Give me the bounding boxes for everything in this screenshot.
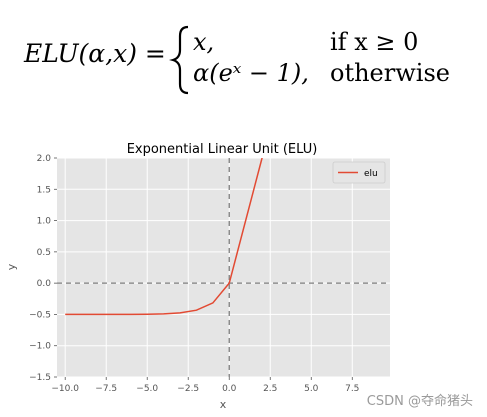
- y-tick-label: −0.5: [29, 310, 51, 320]
- formula-case2-expr: α(eˣ − 1),: [193, 59, 309, 87]
- y-tick-label: 0.0: [37, 279, 52, 289]
- formula-brace: [169, 25, 189, 95]
- x-ticks: −10.0 −7.5 −5.0 −2.5 0.0 2.5 5.0 7.5: [51, 377, 359, 394]
- elu-formula: ELU(α,x) = x, if x ≥ 0 α(eˣ − 1), otherw…: [23, 25, 450, 95]
- y-tick-label: −1.0: [29, 342, 51, 352]
- legend: elu: [332, 161, 386, 184]
- series-line-elu: [65, 158, 263, 316]
- x-tick-label: −7.5: [95, 384, 117, 394]
- y-tick-label: 2.0: [37, 154, 52, 164]
- x-tick-label: 7.5: [345, 384, 359, 394]
- y-ticks: 2.0 1.5 1.0 0.5 0.0 −0.5 −1.0 −1.5: [29, 154, 57, 383]
- legend-label-elu: elu: [364, 169, 378, 179]
- x-tick-label: 5.0: [304, 384, 319, 394]
- chart-title: Exponential Linear Unit (ELU): [127, 142, 318, 157]
- y-tick-label: −1.5: [29, 373, 51, 383]
- series-layer: [65, 158, 263, 316]
- y-tick-label: 0.5: [37, 248, 51, 258]
- y-tick-label: 1.0: [37, 217, 52, 227]
- x-tick-label: 0.0: [222, 384, 237, 394]
- plot-area: [57, 158, 390, 377]
- x-tick-label: −2.5: [177, 384, 199, 394]
- x-tick-label: 2.5: [263, 384, 277, 394]
- x-axis-label: x: [220, 398, 227, 411]
- x-tick-label: −5.0: [136, 384, 158, 394]
- formula-case2-cond: otherwise: [330, 59, 450, 87]
- legend-box: [332, 161, 386, 184]
- x-tick-label: −10.0: [51, 384, 79, 394]
- y-axis-label: y: [5, 263, 18, 270]
- reference-lines: [57, 158, 390, 377]
- formula-case1-expr: x,: [193, 28, 214, 56]
- formula-case1-cond: if x ≥ 0: [330, 28, 418, 56]
- formula-lhs: ELU(α,x) =: [23, 39, 166, 68]
- y-tick-label: 1.5: [37, 185, 51, 195]
- watermark: CSDN @夺命猪头: [366, 394, 473, 409]
- elu-chart: Exponential Linear Unit (ELU) −10.0 −7.5−…: [5, 142, 390, 411]
